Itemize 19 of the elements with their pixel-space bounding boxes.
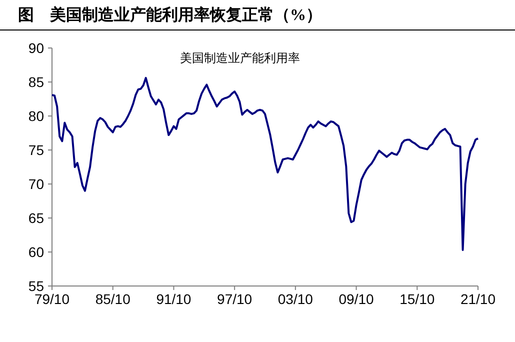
x-tick-label: 79/10 <box>34 291 70 307</box>
x-tick-label: 85/10 <box>95 291 131 307</box>
x-tick-label: 97/10 <box>217 291 252 307</box>
x-tick-label: 21/10 <box>460 291 496 307</box>
x-tick-label: 09/10 <box>338 291 374 307</box>
y-tick-label: 75 <box>28 142 44 158</box>
y-tick-label: 55 <box>28 278 44 294</box>
x-tick-label: 15/10 <box>400 291 435 307</box>
x-tick-label: 03/10 <box>278 291 314 307</box>
y-tick-label: 60 <box>28 244 44 260</box>
y-tick-label: 90 <box>28 40 44 56</box>
chart-title: 图 美国制造业产能利用率恢复正常（%） <box>18 5 322 24</box>
line-series <box>51 76 479 251</box>
y-tick-label: 70 <box>28 176 44 192</box>
x-tick-label: 91/10 <box>156 291 192 307</box>
y-tick-label: 65 <box>28 210 44 226</box>
text: 美国制造业产能利用率 <box>180 51 300 65</box>
y-tick-label: 85 <box>28 74 44 90</box>
y-tick-label: 80 <box>28 108 44 124</box>
